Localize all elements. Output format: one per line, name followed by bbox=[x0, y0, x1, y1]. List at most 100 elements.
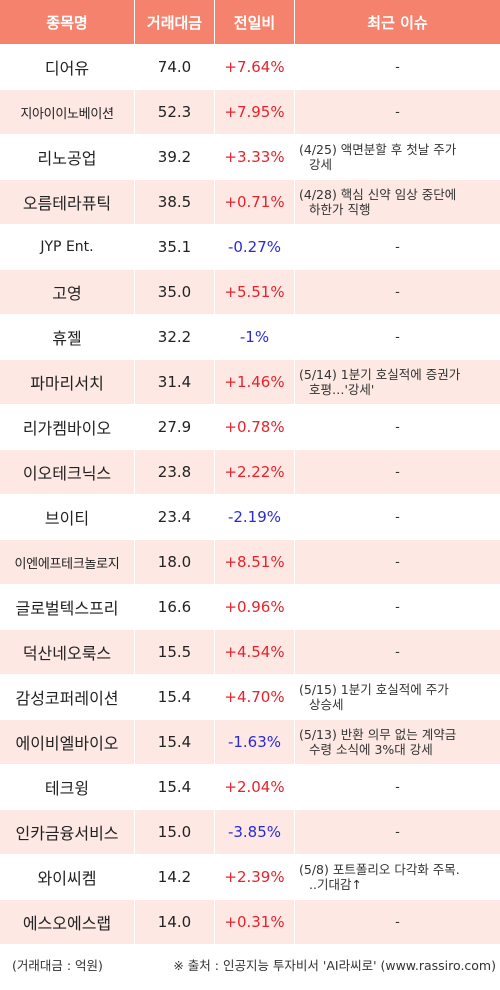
trading-volume-cell: 74.0 bbox=[135, 44, 215, 89]
stock-name-cell: 디어유 bbox=[0, 44, 135, 89]
stock-name-cell: 휴젤 bbox=[0, 314, 135, 359]
trading-volume-cell: 52.3 bbox=[135, 89, 215, 134]
header-change: 전일비 bbox=[215, 0, 295, 44]
table-row: 테크윙 15.4 +2.04% - bbox=[0, 764, 500, 809]
trading-volume-cell: 27.9 bbox=[135, 404, 215, 449]
table-row: 와이씨켐 14.2 +2.39% (5/8) 포트폴리오 다각화 주목. ..기대감↑ bbox=[0, 854, 500, 899]
trading-volume-cell: 35.0 bbox=[135, 269, 215, 314]
price-change-cell: +2.04% bbox=[215, 764, 295, 809]
trading-volume-cell: 14.2 bbox=[135, 854, 215, 899]
trading-volume-cell: 15.4 bbox=[135, 764, 215, 809]
table-row: 에스오에스랩 14.0 +0.31% - bbox=[0, 899, 500, 944]
trading-volume-cell: 23.8 bbox=[135, 449, 215, 494]
price-change-cell: +8.51% bbox=[215, 539, 295, 584]
price-change-cell: +7.64% bbox=[215, 44, 295, 89]
table-row: 이엔에프테크놀로지 18.0 +8.51% - bbox=[0, 539, 500, 584]
table-row: 오름테라퓨틱 38.5 +0.71% (4/28) 핵심 신약 임상 중단에 하한가 직… bbox=[0, 179, 500, 224]
table-row: 에이비엘바이오 15.4 -1.63% (5/13) 반환 의무 없는 계약금 수령 소… bbox=[0, 719, 500, 764]
recent-issue-cell: - bbox=[295, 449, 500, 494]
issue-line-2: 상승세 bbox=[309, 697, 344, 712]
source-note: ※ 출처 : 인공지능 투자비서 'AI라씨로' (www.rassiro.co… bbox=[173, 957, 496, 973]
price-change-cell: -3.85% bbox=[215, 809, 295, 854]
price-change-cell: -0.27% bbox=[215, 224, 295, 269]
issue-line-2: 하한가 직행 bbox=[309, 202, 371, 217]
price-change-cell: -1.63% bbox=[215, 719, 295, 764]
stock-name-cell: 고영 bbox=[0, 269, 135, 314]
trading-volume-cell: 16.6 bbox=[135, 584, 215, 629]
recent-issue-cell: - bbox=[295, 224, 500, 269]
table-row: 감성코퍼레이션 15.4 +4.70% (5/15) 1분기 호실적에 주가 상승세 bbox=[0, 674, 500, 719]
recent-issue-cell: (5/15) 1분기 호실적에 주가 상승세 bbox=[295, 674, 500, 719]
table-row: 파마리서치 31.4 +1.46% (5/14) 1분기 호실적에 증권가 호평…'강세… bbox=[0, 359, 500, 404]
table-row: 디어유 74.0 +7.64% - bbox=[0, 44, 500, 89]
price-change-cell: +4.70% bbox=[215, 674, 295, 719]
table-row: 고영 35.0 +5.51% - bbox=[0, 269, 500, 314]
stock-name-cell: 감성코퍼레이션 bbox=[0, 674, 135, 719]
issue-line-2: 호평…'강세' bbox=[309, 382, 375, 397]
trading-volume-cell: 35.1 bbox=[135, 224, 215, 269]
table-header-row: 종목명 거래대금 전일비 최근 이슈 bbox=[0, 0, 500, 44]
header-issue: 최근 이슈 bbox=[295, 0, 500, 44]
issue-line-1: (5/15) 1분기 호실적에 주가 bbox=[299, 682, 449, 697]
stock-name-cell: 리가켐바이오 bbox=[0, 404, 135, 449]
header-name: 종목명 bbox=[0, 0, 135, 44]
trading-volume-cell: 38.5 bbox=[135, 179, 215, 224]
trading-volume-cell: 14.0 bbox=[135, 899, 215, 944]
recent-issue-cell: - bbox=[295, 899, 500, 944]
table-row: 덕산네오룩스 15.5 +4.54% - bbox=[0, 629, 500, 674]
table-row: 인카금융서비스 15.0 -3.85% - bbox=[0, 809, 500, 854]
trading-volume-cell: 39.2 bbox=[135, 134, 215, 179]
stock-name-cell: 오름테라퓨틱 bbox=[0, 179, 135, 224]
table-row: 브이티 23.4 -2.19% - bbox=[0, 494, 500, 539]
price-change-cell: +0.71% bbox=[215, 179, 295, 224]
issue-line-1: (4/28) 핵심 신약 임상 중단에 bbox=[299, 187, 457, 202]
table-row: 이오테크닉스 23.8 +2.22% - bbox=[0, 449, 500, 494]
price-change-cell: -2.19% bbox=[215, 494, 295, 539]
price-change-cell: +5.51% bbox=[215, 269, 295, 314]
recent-issue-cell: (4/25) 액면분할 후 첫날 주가 강세 bbox=[295, 134, 500, 179]
table-row: 글로벌텍스프리 16.6 +0.96% - bbox=[0, 584, 500, 629]
recent-issue-cell: - bbox=[295, 584, 500, 629]
stock-volume-table: 종목명 거래대금 전일비 최근 이슈 디어유 74.0 +7.64% - 지아이이노베이… bbox=[0, 0, 500, 944]
recent-issue-cell: (4/28) 핵심 신약 임상 중단에 하한가 직행 bbox=[295, 179, 500, 224]
stock-name-cell: JYP Ent. bbox=[0, 224, 135, 269]
stock-name-cell: 파마리서치 bbox=[0, 359, 135, 404]
stock-name-cell: 리노공업 bbox=[0, 134, 135, 179]
recent-issue-cell: - bbox=[295, 764, 500, 809]
stock-name-cell: 에이비엘바이오 bbox=[0, 719, 135, 764]
price-change-cell: -1% bbox=[215, 314, 295, 359]
recent-issue-cell: - bbox=[295, 269, 500, 314]
stock-name-cell: 테크윙 bbox=[0, 764, 135, 809]
table-row: 휴젤 32.2 -1% - bbox=[0, 314, 500, 359]
table-row: 리가켐바이오 27.9 +0.78% - bbox=[0, 404, 500, 449]
stock-name-cell: 지아이이노베이션 bbox=[0, 89, 135, 134]
price-change-cell: +4.54% bbox=[215, 629, 295, 674]
stock-name-cell: 글로벌텍스프리 bbox=[0, 584, 135, 629]
trading-volume-cell: 15.0 bbox=[135, 809, 215, 854]
issue-line-1: (5/8) 포트폴리오 다각화 주목. bbox=[299, 862, 460, 877]
table-row: 리노공업 39.2 +3.33% (4/25) 액면분할 후 첫날 주가 강세 bbox=[0, 134, 500, 179]
trading-volume-cell: 23.4 bbox=[135, 494, 215, 539]
table-row: JYP Ent. 35.1 -0.27% - bbox=[0, 224, 500, 269]
recent-issue-cell: - bbox=[295, 629, 500, 674]
recent-issue-cell: - bbox=[295, 809, 500, 854]
trading-volume-cell: 15.5 bbox=[135, 629, 215, 674]
issue-line-2: 수령 소식에 3%대 강세 bbox=[309, 742, 433, 757]
price-change-cell: +2.39% bbox=[215, 854, 295, 899]
stock-name-cell: 에스오에스랩 bbox=[0, 899, 135, 944]
stock-name-cell: 이엔에프테크놀로지 bbox=[0, 539, 135, 584]
table-footer: (거래대금 : 억원) ※ 출처 : 인공지능 투자비서 'AI라씨로' (ww… bbox=[0, 944, 500, 984]
stock-name-cell: 이오테크닉스 bbox=[0, 449, 135, 494]
recent-issue-cell: - bbox=[295, 494, 500, 539]
price-change-cell: +2.22% bbox=[215, 449, 295, 494]
stock-name-cell: 덕산네오룩스 bbox=[0, 629, 135, 674]
price-change-cell: +0.78% bbox=[215, 404, 295, 449]
header-volume: 거래대금 bbox=[135, 0, 215, 44]
trading-volume-cell: 15.4 bbox=[135, 674, 215, 719]
price-change-cell: +0.31% bbox=[215, 899, 295, 944]
issue-line-1: (5/13) 반환 의무 없는 계약금 bbox=[299, 727, 457, 742]
trading-volume-cell: 15.4 bbox=[135, 719, 215, 764]
trading-volume-cell: 18.0 bbox=[135, 539, 215, 584]
recent-issue-cell: - bbox=[295, 314, 500, 359]
